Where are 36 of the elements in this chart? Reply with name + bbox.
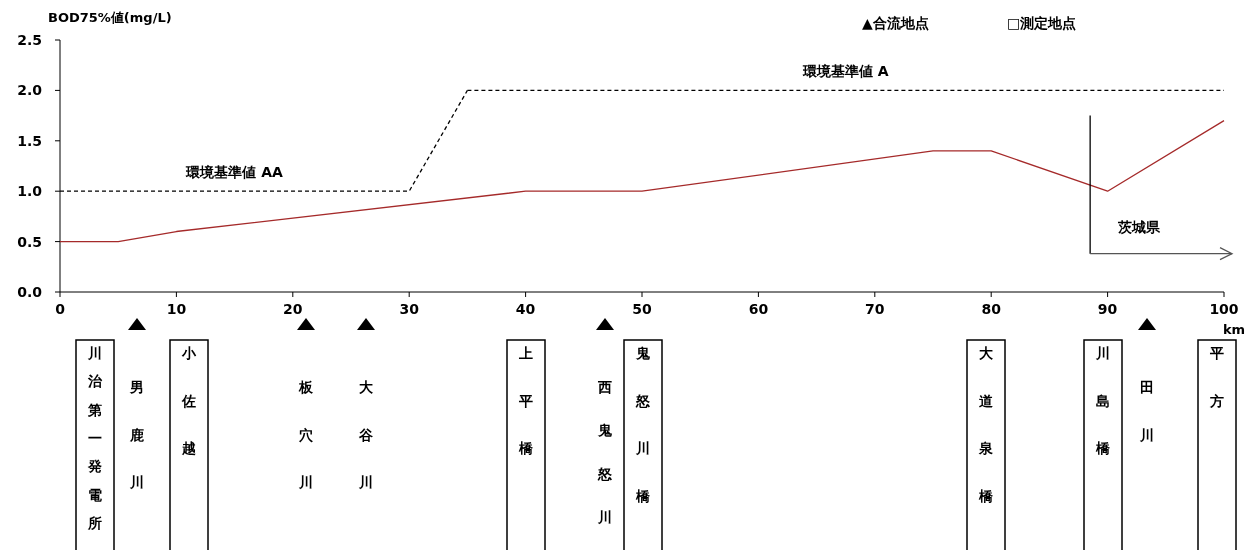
x-tick-label: 90 (1097, 301, 1118, 317)
y-tick-label: 1.5 (17, 132, 42, 149)
text: 田川 (1140, 379, 1154, 443)
ref-line-label: 茨城県 (1117, 218, 1162, 235)
y-tick-label: 2.5 (17, 31, 42, 48)
x-tick-label: 50 (632, 301, 652, 317)
x-tick-label: 30 (399, 301, 420, 317)
text: 川治第一発電所 (87, 345, 103, 531)
x-tick-label: 10 (166, 301, 187, 317)
text: 板穴川 (299, 379, 313, 491)
text: 西鬼怒川 (598, 379, 612, 525)
text: 上平橋 (519, 345, 533, 457)
y-tick-label: 0.0 (17, 283, 43, 300)
y-axis-title: BOD75%値(mg/L) (48, 10, 172, 25)
y-tick-label: 1.0 (17, 183, 43, 200)
text: □測定地点 (1007, 15, 1077, 31)
y-tick-label: 0.5 (17, 233, 42, 250)
text: 大谷川 (359, 379, 373, 491)
text: 川島橋 (1096, 345, 1110, 457)
text: 大道泉橋 (979, 345, 993, 504)
series-label: 環境基準値 AA (185, 164, 284, 181)
x-tick-label: 80 (981, 301, 1002, 317)
x-tick-label: 20 (283, 301, 303, 317)
x-tick-label: 0 (55, 301, 66, 317)
x-axis-title: km (1222, 322, 1246, 337)
series-label: 環境基準値 A (801, 63, 889, 80)
text: 小佐越 (182, 345, 196, 457)
text: 平方 (1210, 345, 1224, 409)
x-tick-label: 70 (865, 301, 885, 317)
text: 男鹿川 (130, 379, 144, 491)
x-tick-label: 40 (515, 301, 536, 317)
y-tick-label: 2.0 (17, 82, 43, 99)
x-tick-label: 100 (1209, 301, 1239, 317)
text: 鬼怒川橋 (636, 345, 650, 504)
text: ▲合流地点 (862, 15, 929, 31)
x-tick-label: 60 (748, 301, 769, 317)
